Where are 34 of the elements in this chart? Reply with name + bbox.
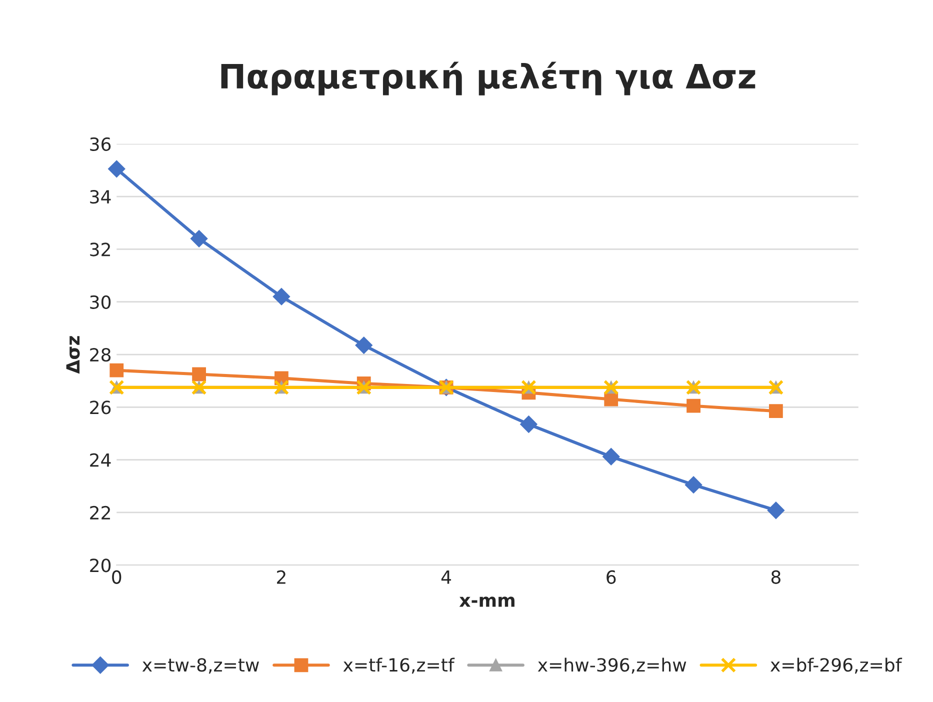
point xyxy=(110,363,124,378)
point xyxy=(767,502,784,519)
point xyxy=(108,160,126,178)
legend-label: x=hw-396,z=hw xyxy=(538,658,686,674)
point xyxy=(190,230,208,248)
point xyxy=(355,336,372,354)
y-tick-label: 22 xyxy=(90,506,110,520)
y-tick-label: 24 xyxy=(90,453,111,467)
x-tick-label: 4 xyxy=(441,570,452,584)
x-tick-label: 8 xyxy=(771,570,780,584)
x-axis-title: x-mm xyxy=(459,596,514,607)
chart-title: Παραμετρική μελέτη για Δσz xyxy=(221,62,756,96)
y-tick-label: 28 xyxy=(90,348,111,362)
point xyxy=(769,404,783,418)
point xyxy=(602,448,620,466)
point xyxy=(684,476,702,494)
point xyxy=(604,392,618,406)
legend-label: x=tf-16,z=tf xyxy=(343,658,455,674)
y-tick-label: 20 xyxy=(90,558,111,572)
point xyxy=(272,288,290,306)
y-tick-label: 26 xyxy=(90,400,111,414)
y-tick-label: 32 xyxy=(90,242,110,256)
legend-label: x=tw-8,z=tw xyxy=(142,658,259,674)
x-tick-label: 2 xyxy=(277,570,286,584)
y-axis-title: Δσz xyxy=(66,336,80,374)
point xyxy=(686,398,700,413)
x-tick-label: 0 xyxy=(112,570,122,584)
point xyxy=(520,416,538,433)
legend-label: x=bf-296,z=bf xyxy=(770,658,902,674)
y-tick-label: 34 xyxy=(90,190,111,204)
point xyxy=(192,367,206,382)
x-tick-label: 6 xyxy=(606,570,616,584)
y-tick-label: 36 xyxy=(90,137,111,152)
y-tick-label: 30 xyxy=(90,295,111,309)
